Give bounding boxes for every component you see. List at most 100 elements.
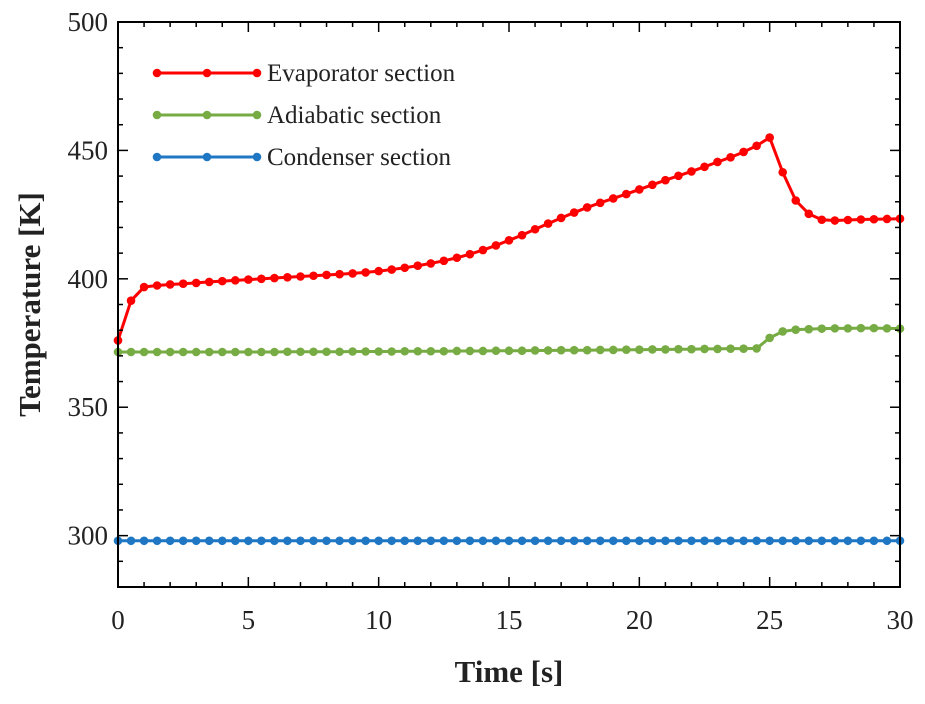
data-point <box>739 344 748 353</box>
legend-marker <box>152 152 162 162</box>
data-point <box>869 536 879 546</box>
data-point <box>178 536 188 546</box>
data-point <box>595 198 605 208</box>
data-point <box>791 196 801 205</box>
data-point <box>791 325 801 334</box>
data-point <box>608 194 618 203</box>
y-axis-title: Temperature [K] <box>12 192 47 417</box>
legend-marker <box>202 152 212 162</box>
data-point <box>882 324 892 333</box>
data-point <box>543 219 553 228</box>
data-point <box>439 256 449 266</box>
data-point <box>739 536 748 546</box>
data-point <box>361 268 370 277</box>
data-point <box>856 215 866 224</box>
data-point <box>335 536 344 546</box>
data-point <box>504 536 514 546</box>
data-point <box>231 347 240 357</box>
data-point <box>322 536 331 546</box>
data-point <box>296 347 305 357</box>
data-point <box>309 271 318 281</box>
data-point <box>582 536 592 546</box>
legend-marker <box>202 68 212 78</box>
data-point <box>830 536 840 546</box>
legend: Evaporator section Adiabatic section Conde… <box>152 60 456 171</box>
data-point <box>491 241 501 250</box>
x-tick-label: 25 <box>756 605 783 635</box>
data-point <box>648 345 657 354</box>
data-point <box>348 536 357 546</box>
data-point <box>204 277 214 287</box>
data-point <box>348 347 357 356</box>
data-point <box>713 536 722 546</box>
data-point <box>191 347 201 357</box>
data-point <box>257 347 266 357</box>
data-point <box>856 536 866 546</box>
data-point <box>478 245 488 255</box>
data-point <box>126 347 136 357</box>
legend-marker <box>252 110 262 120</box>
data-point <box>869 323 879 333</box>
data-point <box>361 536 370 546</box>
data-point <box>608 345 618 355</box>
data-point <box>191 536 201 546</box>
data-point <box>687 536 696 546</box>
data-point <box>257 274 266 284</box>
data-point <box>309 347 318 357</box>
data-point <box>700 344 709 354</box>
data-point <box>204 347 214 357</box>
data-point <box>622 536 631 546</box>
data-point <box>426 259 436 268</box>
data-point <box>413 346 423 356</box>
data-point <box>843 215 853 225</box>
data-point <box>791 536 801 546</box>
y-tick-label: 500 <box>68 7 109 37</box>
data-point <box>817 324 827 333</box>
data-point <box>244 347 253 357</box>
data-point <box>556 213 566 223</box>
data-point <box>178 347 188 357</box>
data-point <box>608 536 618 546</box>
data-point <box>843 536 853 546</box>
data-point <box>491 346 501 356</box>
data-point <box>726 536 735 546</box>
data-point <box>309 536 318 546</box>
data-point <box>752 344 761 353</box>
data-point <box>713 344 722 354</box>
data-point <box>231 536 240 546</box>
data-point <box>322 270 331 280</box>
data-point <box>517 230 527 240</box>
data-point <box>244 275 253 284</box>
data-point <box>530 224 540 234</box>
data-point <box>191 278 201 288</box>
data-point <box>465 346 475 356</box>
data-point <box>726 344 735 353</box>
data-point <box>569 345 579 355</box>
data-point <box>139 347 149 357</box>
legend-item: Condenser section <box>152 144 451 171</box>
series-layer <box>113 133 905 546</box>
data-point <box>217 276 227 286</box>
legend-marker <box>202 110 212 120</box>
data-point <box>283 347 292 357</box>
data-point <box>504 236 514 245</box>
data-point <box>687 344 696 354</box>
data-point <box>869 214 879 224</box>
data-point <box>700 536 709 546</box>
data-point <box>139 536 149 546</box>
legend-marker <box>252 152 262 162</box>
data-point <box>322 347 331 357</box>
data-point <box>452 346 462 356</box>
y-tick-label: 400 <box>68 264 109 294</box>
data-point <box>178 279 188 289</box>
data-point <box>882 536 892 546</box>
data-point <box>804 209 814 219</box>
data-point <box>582 203 592 212</box>
y-tick-label: 450 <box>68 135 109 165</box>
legend-label: Condenser section <box>267 144 451 171</box>
data-point <box>804 324 814 334</box>
data-point <box>452 253 462 263</box>
data-point <box>400 536 410 546</box>
data-point <box>296 272 305 281</box>
